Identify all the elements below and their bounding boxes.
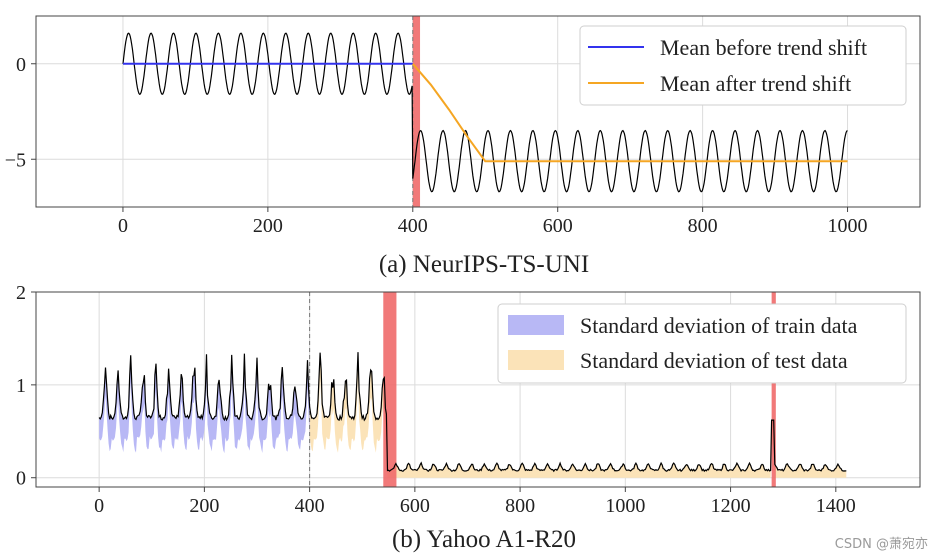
watermark-text: CSDN @萧宛亦 xyxy=(835,536,928,552)
chart-a-y-ticks: 0 −5 xyxy=(5,54,36,171)
b-x-tick-label: 600 xyxy=(400,495,430,517)
chart-b-train-std-band xyxy=(99,353,310,454)
chart-a-legend-box xyxy=(579,25,907,106)
b-x-tick-label: 0 xyxy=(94,495,104,517)
chart-a-x-ticks: 0 200 400 600 800 1000 xyxy=(118,207,868,237)
chart-b-frame xyxy=(35,291,921,488)
chart-b-caption: (b) Yahoo A1-R20 xyxy=(392,526,576,553)
chart-b-legend-swatch-1 xyxy=(508,315,564,335)
chart-b-y-ticks: 0 1 2 xyxy=(16,282,36,490)
a-x-tick-label: 800 xyxy=(688,215,718,237)
b-x-tick-label: 1200 xyxy=(711,495,751,517)
a-y-tick-label: −5 xyxy=(5,149,26,171)
a-x-tick-label: 200 xyxy=(253,215,283,237)
chart-b-legend: Standard deviation of train data Standar… xyxy=(497,303,907,384)
b-x-tick-label: 800 xyxy=(505,495,535,517)
chart-a-legend-label-2: Mean after trend shift xyxy=(660,71,851,96)
chart-panel-b: 0 200 400 600 800 1000 1200 1400 0 1 2 Standard d… xyxy=(16,282,921,553)
a-y-tick-label: 0 xyxy=(16,54,26,76)
a-x-tick-label: 0 xyxy=(118,215,128,237)
chart-b-x-ticks: 0 200 400 600 800 1000 1200 1400 xyxy=(94,487,856,517)
chart-a-mean-after-line xyxy=(412,63,848,163)
chart-b-legend-label-1: Standard deviation of train data xyxy=(580,313,858,338)
chart-a-legend: Mean before trend shift Mean after trend… xyxy=(579,25,907,106)
b-y-tick-label: 2 xyxy=(16,282,26,304)
chart-panel-a: 0 200 400 600 800 1000 0 −5 Mean before trend … xyxy=(5,15,921,278)
chart-b-legend-label-2: Standard deviation of test data xyxy=(580,348,848,373)
a-x-tick-label: 400 xyxy=(398,215,428,237)
b-x-tick-label: 1400 xyxy=(816,495,856,517)
chart-a-caption: (a) NeurIPS-TS-UNI xyxy=(379,251,589,278)
b-x-tick-label: 200 xyxy=(189,495,219,517)
b-x-tick-label: 400 xyxy=(295,495,325,517)
a-anomaly-band xyxy=(412,16,421,207)
b-anomaly-band xyxy=(771,292,776,487)
a-x-tick-label: 1000 xyxy=(828,215,868,237)
chart-a-legend-label-1: Mean before trend shift xyxy=(660,35,867,60)
a-x-tick-label: 600 xyxy=(543,215,573,237)
chart-a-anomaly-bands xyxy=(412,16,421,207)
chart-a-frame xyxy=(35,15,921,208)
chart-b-legend-swatch-2 xyxy=(508,350,564,370)
b-y-tick-label: 0 xyxy=(16,468,26,490)
b-x-tick-label: 1000 xyxy=(605,495,645,517)
chart-b-legend-box xyxy=(497,303,907,384)
chart-b-signal-line xyxy=(98,352,847,473)
chart-a-signal-line xyxy=(122,32,848,193)
b-y-tick-label: 1 xyxy=(16,375,26,397)
